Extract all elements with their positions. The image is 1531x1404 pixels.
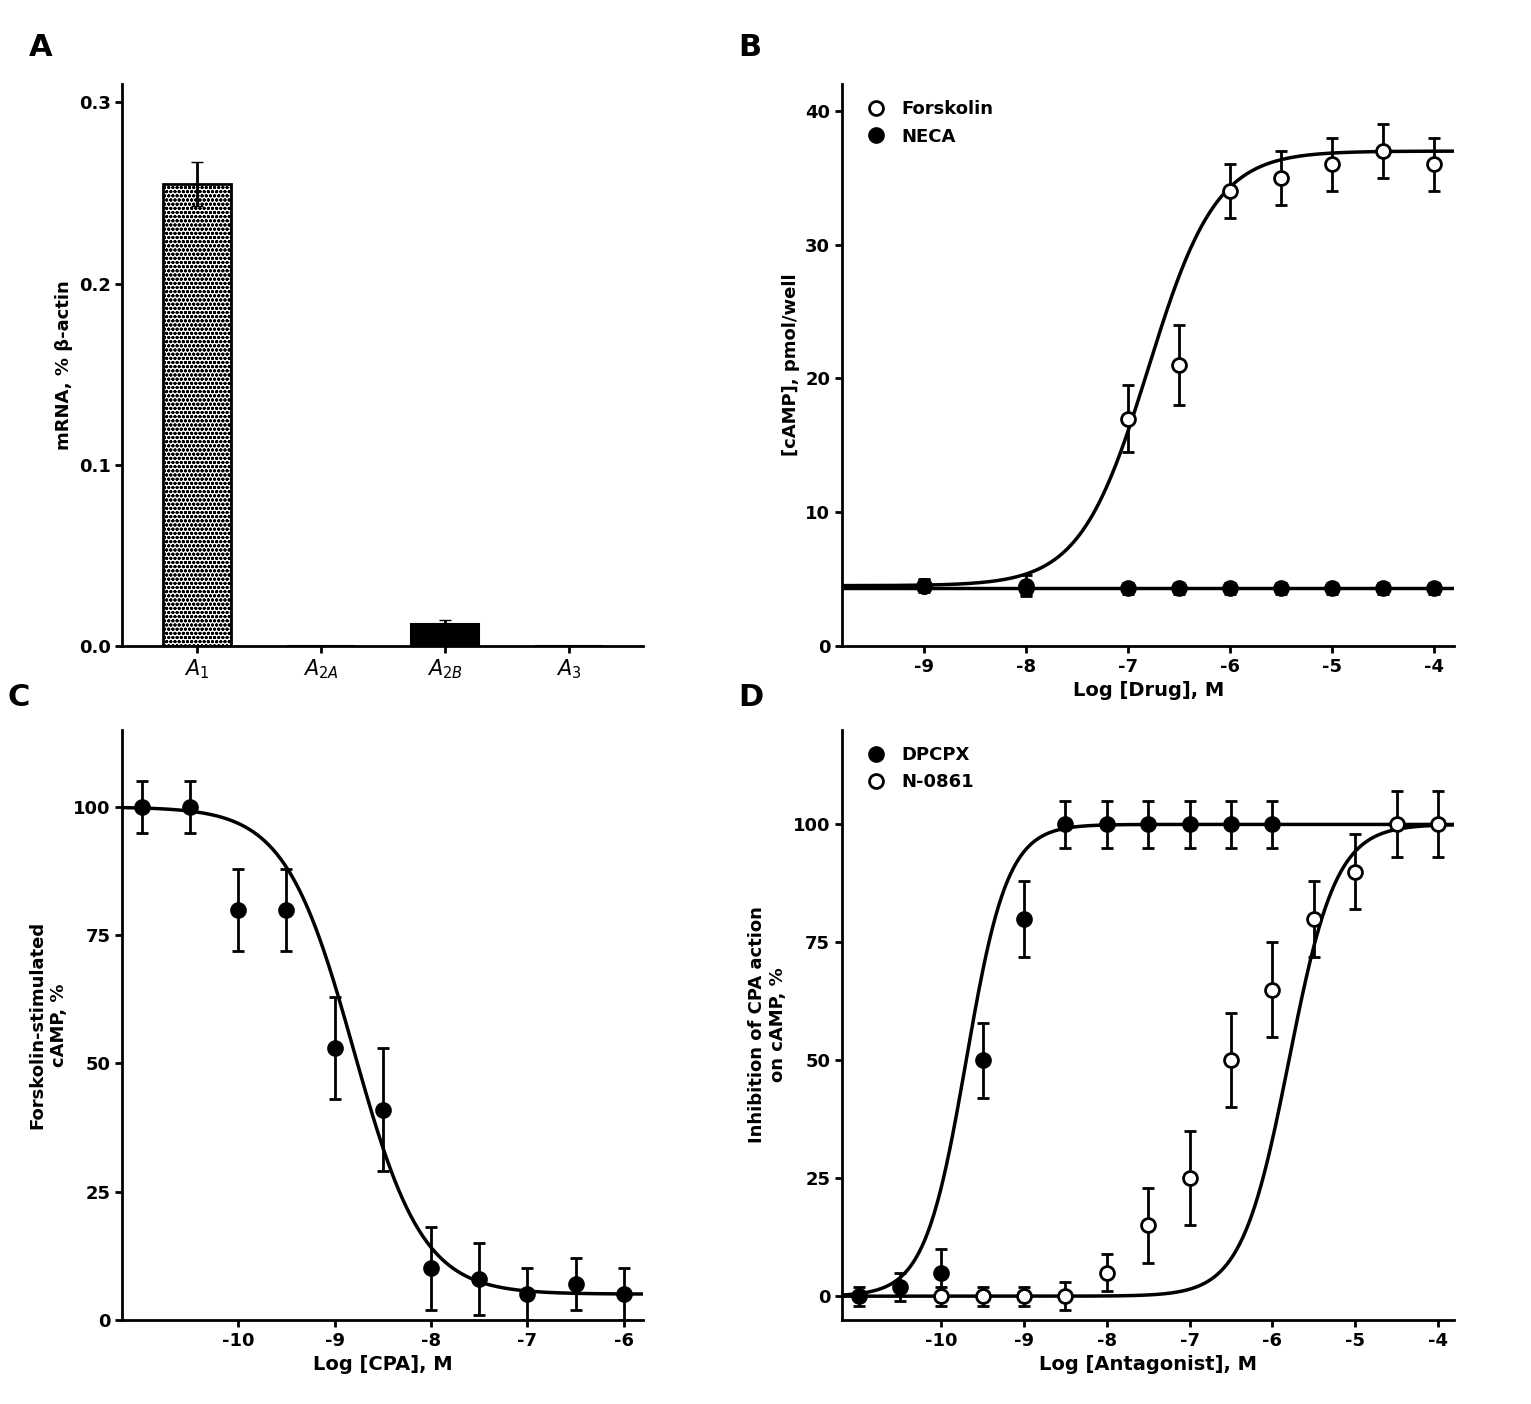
Bar <box>410 625 479 646</box>
Bar <box>162 184 231 646</box>
X-axis label: Log [Antagonist], M: Log [Antagonist], M <box>1040 1355 1257 1375</box>
Y-axis label: Inhibition of CPA action
on cAMP, %: Inhibition of CPA action on cAMP, % <box>749 907 787 1143</box>
Text: C: C <box>8 684 31 712</box>
Text: B: B <box>738 34 761 62</box>
Y-axis label: [cAMP], pmol/well: [cAMP], pmol/well <box>782 274 799 456</box>
Text: A: A <box>29 34 52 62</box>
X-axis label: Log [CPA], M: Log [CPA], M <box>312 1355 453 1375</box>
Legend: DPCPX, N-0861: DPCPX, N-0861 <box>851 739 981 799</box>
Y-axis label: mRNA, % β-actin: mRNA, % β-actin <box>55 281 73 449</box>
Legend: Forskolin, NECA: Forskolin, NECA <box>851 93 1001 153</box>
X-axis label: Log [Drug], M: Log [Drug], M <box>1073 681 1223 701</box>
Text: D: D <box>738 684 762 712</box>
Y-axis label: Forskolin-stimulated
cAMP, %: Forskolin-stimulated cAMP, % <box>29 921 67 1129</box>
